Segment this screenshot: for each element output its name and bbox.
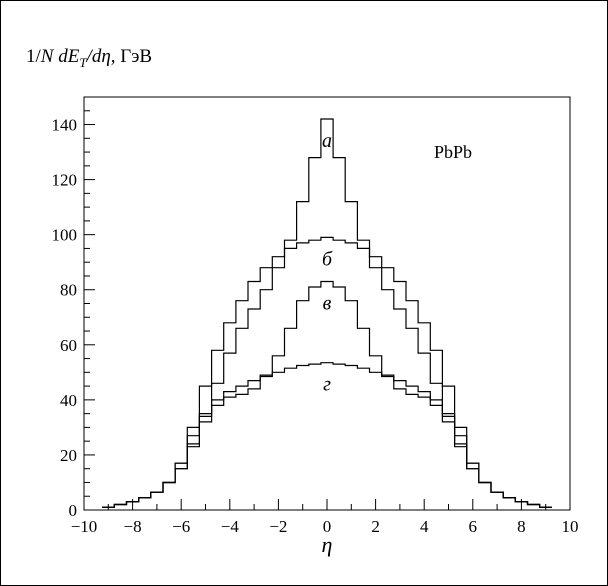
y-axis-label-part-c: T bbox=[79, 55, 87, 70]
x-tick-label: −8 bbox=[124, 517, 142, 536]
y-axis-label-part-f: , ГэВ bbox=[111, 46, 152, 67]
x-tick-label: 4 bbox=[420, 517, 429, 536]
system-label: PbPb bbox=[434, 142, 472, 162]
series-label-3: в bbox=[323, 292, 332, 314]
y-axis-label: 1/N dET/dη, ГэВ bbox=[26, 46, 152, 70]
data-series: а бв г bbox=[102, 118, 552, 508]
x-tick-label: −2 bbox=[269, 517, 287, 536]
y-tick-label: 100 bbox=[52, 226, 78, 245]
y-tick-label: 140 bbox=[52, 116, 78, 135]
x-tick-label: 10 bbox=[562, 517, 579, 536]
y-tick-label: 0 bbox=[69, 501, 78, 520]
series-label-4: г bbox=[323, 374, 331, 396]
y-tick-label: 120 bbox=[52, 171, 78, 190]
x-tick-label: −10 bbox=[71, 517, 98, 536]
series-label-2: б bbox=[322, 248, 333, 270]
y-axis-label-part-d: /d bbox=[86, 46, 102, 67]
series-line-4 bbox=[102, 362, 552, 508]
y-tick-label: 80 bbox=[60, 281, 77, 300]
y-tick-label: 40 bbox=[60, 391, 77, 410]
y-tick-label: 60 bbox=[60, 336, 77, 355]
x-tick-label: −4 bbox=[221, 517, 240, 536]
x-tick-label: 0 bbox=[323, 517, 332, 536]
x-tick-label: 2 bbox=[371, 517, 380, 536]
x-tick-label: 8 bbox=[517, 517, 526, 536]
x-tick-label: −6 bbox=[172, 517, 190, 536]
y-axis-label-part-b: N dE bbox=[40, 46, 80, 67]
series-line-3 bbox=[102, 280, 552, 508]
x-axis-label: η bbox=[322, 532, 333, 557]
y-axis-label-part-a: 1/ bbox=[26, 46, 42, 67]
y-axis-label-part-e: η bbox=[101, 46, 110, 67]
y-tick-label: 20 bbox=[60, 446, 77, 465]
series-label-1: а bbox=[322, 130, 332, 152]
x-tick-label: 6 bbox=[469, 517, 478, 536]
